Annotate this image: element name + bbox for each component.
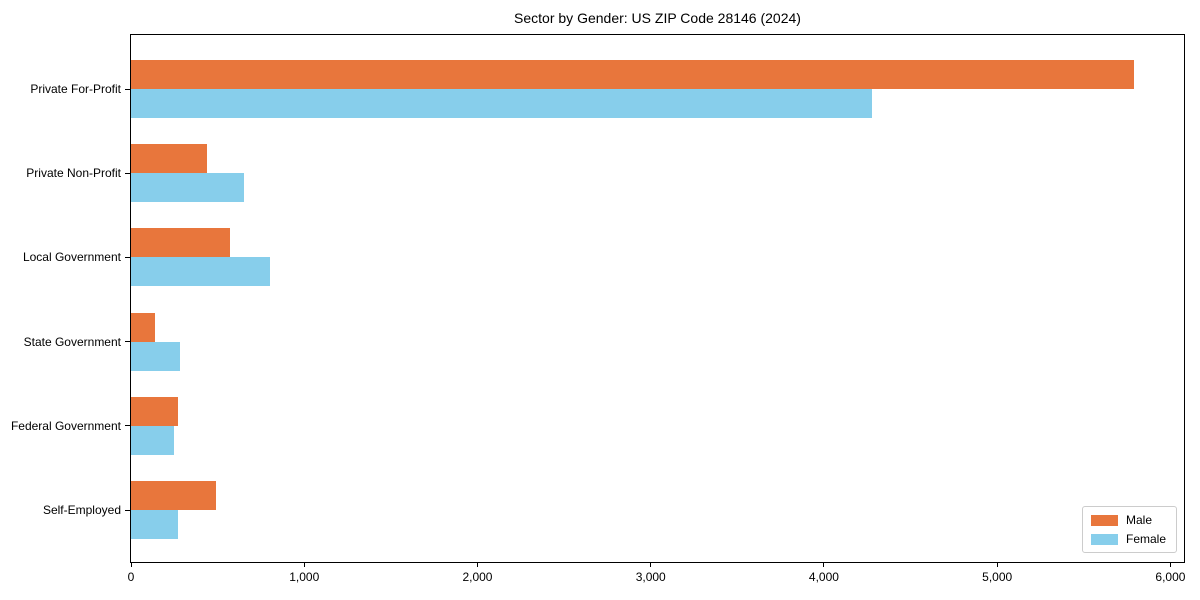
y-tick-label-local-government: Local Government	[22, 250, 121, 265]
y-tick-label-private-non-profit: Private Non-Profit	[26, 166, 121, 181]
legend-swatch-female	[1090, 533, 1118, 545]
y-tick-mark	[125, 509, 130, 511]
chart-title: Sector by Gender: US ZIP Code 28146 (202…	[514, 10, 801, 26]
bar-male-state-government	[131, 312, 156, 342]
plot-area: Male Female Private For-Profit Private No…	[11, 34, 1185, 584]
x-tick-mark	[476, 562, 478, 567]
y-tick-label-state-government: State Government	[23, 334, 121, 349]
y-tick-mark	[125, 256, 130, 258]
x-tick-label-6000: 6,000	[1155, 570, 1186, 584]
bar-male-local-government	[131, 228, 230, 258]
bar-male-private-for-profit	[131, 60, 1134, 89]
legend-label-male: Male	[1125, 513, 1152, 527]
x-tick-mark	[650, 562, 652, 567]
legend: Male Female	[1081, 506, 1177, 553]
x-tick-label-5000: 5,000	[982, 570, 1013, 584]
bar-female-self-employed	[131, 510, 178, 539]
bar-male-private-non-profit	[131, 144, 208, 174]
bar-female-federal-government	[131, 425, 175, 455]
bar-female-local-government	[131, 257, 270, 287]
x-tick-label-2000: 2,000	[462, 570, 493, 584]
y-tick-label-self-employed: Self-Employed	[42, 503, 121, 517]
bar-male-federal-government	[131, 396, 178, 426]
bar-male-self-employed	[131, 481, 216, 510]
y-tick-mark	[125, 88, 130, 90]
legend-label-female: Female	[1125, 532, 1166, 546]
y-tick-mark	[125, 425, 130, 427]
x-tick-label-1000: 1,000	[289, 570, 320, 584]
y-tick-label-federal-government: Federal Government	[10, 418, 121, 433]
x-tick-mark	[303, 562, 305, 567]
x-tick-mark	[996, 562, 998, 567]
legend-item-female: Female	[1090, 532, 1166, 546]
y-tick-mark	[125, 341, 130, 343]
y-tick-label-private-for-profit: Private For-Profit	[30, 82, 121, 96]
x-tick-mark	[1169, 562, 1171, 567]
x-tick-label-0: 0	[127, 570, 135, 584]
bar-female-private-for-profit	[131, 89, 873, 118]
legend-item-male: Male	[1090, 513, 1166, 527]
x-tick-mark	[823, 562, 825, 567]
bar-female-state-government	[131, 341, 180, 371]
bar-female-private-non-profit	[131, 173, 244, 203]
x-tick-label-3000: 3,000	[635, 570, 666, 584]
y-tick-mark	[125, 172, 130, 174]
x-tick-label-4000: 4,000	[808, 570, 839, 584]
legend-swatch-male	[1090, 514, 1118, 526]
x-tick-mark	[130, 562, 132, 567]
